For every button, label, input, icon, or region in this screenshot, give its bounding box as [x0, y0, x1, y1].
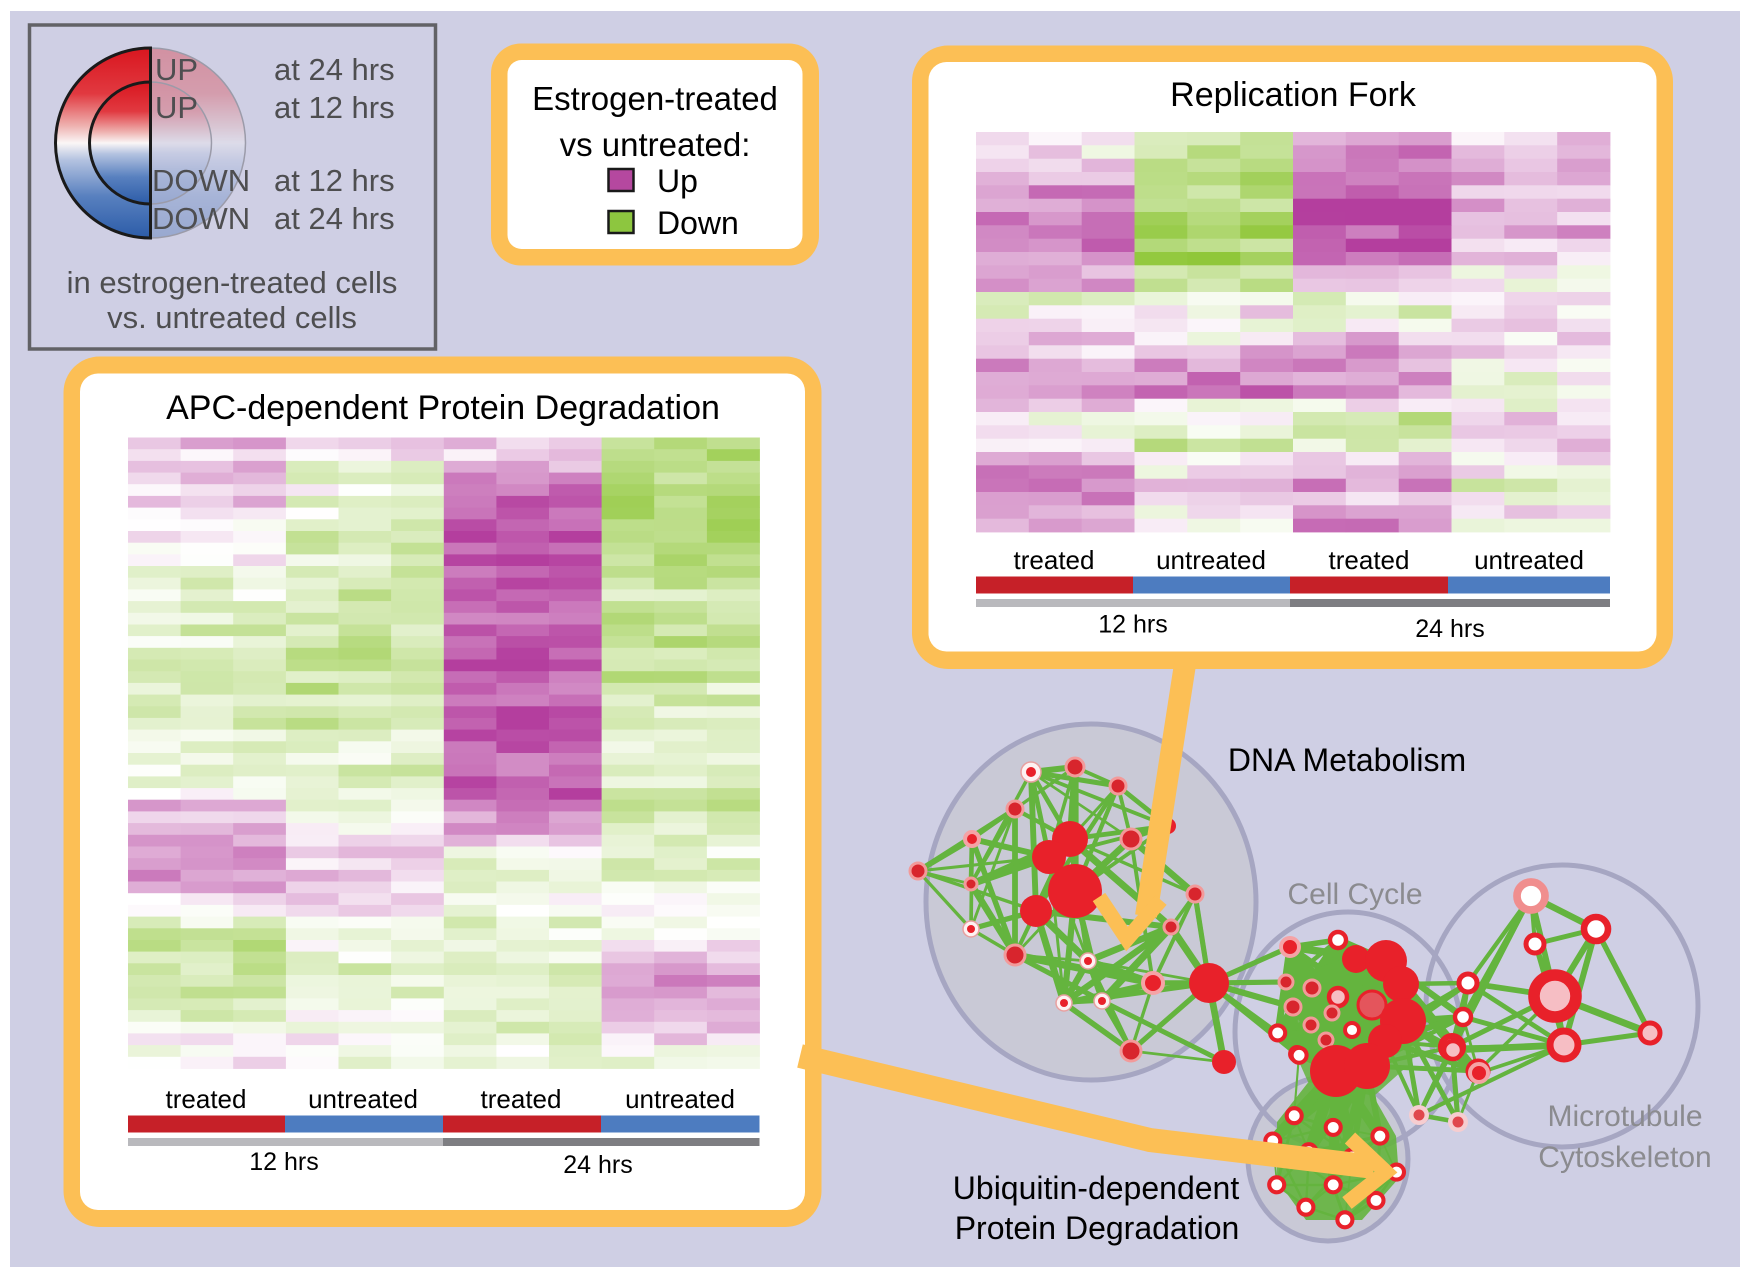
svg-text:untreated: untreated: [625, 1084, 735, 1114]
svg-text:Estrogen-treated: Estrogen-treated: [532, 80, 778, 117]
svg-text:DNA Metabolism: DNA Metabolism: [1228, 742, 1466, 778]
svg-text:Cell Cycle: Cell Cycle: [1287, 878, 1422, 911]
svg-text:untreated: untreated: [1156, 545, 1266, 575]
svg-text:vs untreated:: vs untreated:: [560, 126, 751, 163]
svg-text:at 12 hrs: at 12 hrs: [274, 90, 395, 125]
svg-text:Replication Fork: Replication Fork: [1170, 76, 1417, 114]
svg-text:treated: treated: [1329, 545, 1410, 575]
svg-text:Down: Down: [657, 205, 739, 241]
svg-text:treated: treated: [166, 1084, 247, 1114]
svg-text:UP: UP: [155, 52, 198, 87]
svg-text:at 12 hrs: at 12 hrs: [274, 163, 395, 198]
svg-text:untreated: untreated: [1474, 545, 1584, 575]
svg-text:Up: Up: [657, 163, 698, 199]
svg-text:at 24 hrs: at 24 hrs: [274, 52, 395, 87]
svg-text:vs. untreated cells: vs. untreated cells: [107, 300, 357, 335]
svg-text:DOWN: DOWN: [152, 163, 250, 198]
svg-text:Cytoskeleton: Cytoskeleton: [1538, 1141, 1711, 1174]
svg-text:DOWN: DOWN: [152, 201, 250, 236]
svg-text:24 hrs: 24 hrs: [1415, 615, 1484, 643]
svg-text:12 hrs: 12 hrs: [1098, 611, 1167, 639]
svg-text:Microtubule: Microtubule: [1547, 1100, 1702, 1133]
svg-text:UP: UP: [155, 90, 198, 125]
svg-text:APC-dependent Protein Degradat: APC-dependent Protein Degradation: [166, 389, 720, 427]
svg-text:in estrogen-treated cells: in estrogen-treated cells: [67, 265, 398, 300]
svg-text:treated: treated: [1014, 545, 1095, 575]
svg-text:at 24 hrs: at 24 hrs: [274, 201, 395, 236]
svg-text:12 hrs: 12 hrs: [249, 1148, 318, 1176]
svg-text:untreated: untreated: [308, 1084, 418, 1114]
svg-text:Ubiquitin-dependent: Ubiquitin-dependent: [953, 1170, 1240, 1206]
svg-text:Protein Degradation: Protein Degradation: [955, 1210, 1240, 1246]
svg-text:treated: treated: [481, 1084, 562, 1114]
svg-text:24 hrs: 24 hrs: [563, 1151, 632, 1179]
